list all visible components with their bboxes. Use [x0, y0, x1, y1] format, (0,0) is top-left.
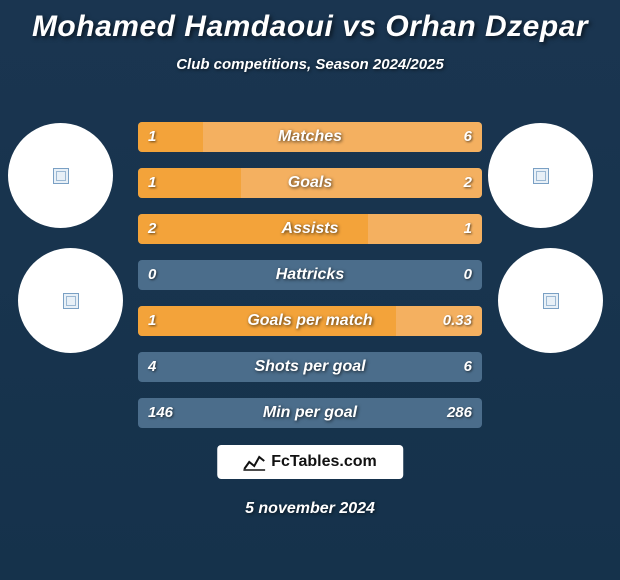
comparison-card: Mohamed Hamdaoui vs Orhan Dzepar Club co… — [0, 0, 620, 580]
stat-label: Goals per match — [138, 306, 482, 336]
avatar-player-right — [488, 123, 593, 228]
avatar-player-left — [8, 123, 113, 228]
stat-row: 46Shots per goal — [138, 352, 482, 382]
stat-row: 12Goals — [138, 168, 482, 198]
stat-label: Hattricks — [138, 260, 482, 290]
placeholder-icon — [543, 293, 559, 309]
stat-label: Matches — [138, 122, 482, 152]
stat-row: 146286Min per goal — [138, 398, 482, 428]
placeholder-icon — [63, 293, 79, 309]
date-label: 5 november 2024 — [0, 500, 620, 518]
placeholder-icon — [53, 168, 69, 184]
source-badge: FcTables.com — [217, 445, 403, 479]
placeholder-icon — [533, 168, 549, 184]
stat-row: 21Assists — [138, 214, 482, 244]
stat-row: 16Matches — [138, 122, 482, 152]
stat-row: 10.33Goals per match — [138, 306, 482, 336]
stat-label: Min per goal — [138, 398, 482, 428]
fctables-logo-icon — [243, 453, 265, 471]
stat-row: 00Hattricks — [138, 260, 482, 290]
source-badge-text: FcTables.com — [271, 453, 377, 471]
stat-label: Shots per goal — [138, 352, 482, 382]
stat-label: Goals — [138, 168, 482, 198]
stat-label: Assists — [138, 214, 482, 244]
stats-bars: 16Matches 12Goals 21Assists 00Hattricks 10.3… — [138, 122, 482, 444]
avatar-club-right — [498, 248, 603, 353]
subtitle: Club competitions, Season 2024/2025 — [0, 56, 620, 73]
avatar-club-left — [18, 248, 123, 353]
page-title: Mohamed Hamdaoui vs Orhan Dzepar — [0, 0, 620, 44]
